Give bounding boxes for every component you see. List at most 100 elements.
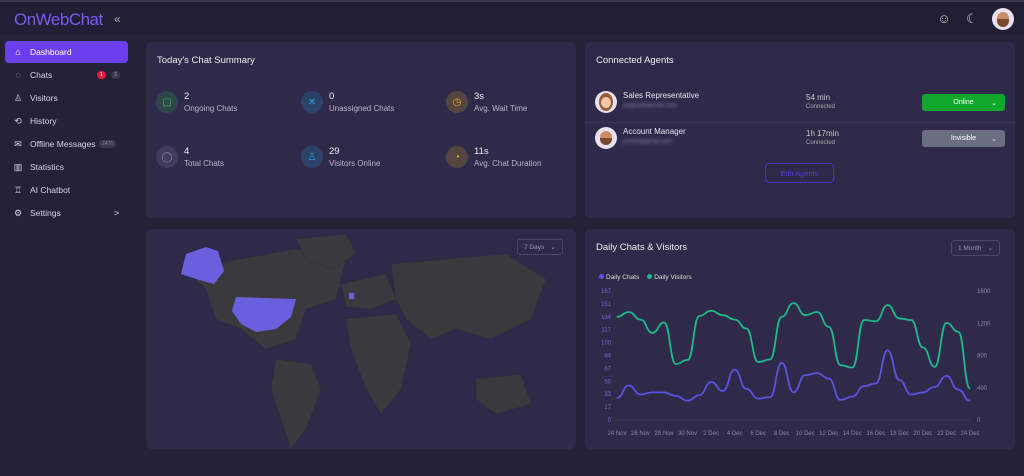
data-point xyxy=(816,311,818,313)
data-point xyxy=(804,314,806,316)
data-point xyxy=(898,317,900,319)
map-greenland xyxy=(295,233,357,270)
chevron-right-icon: > xyxy=(114,208,120,218)
stat-value: 2 xyxy=(184,91,190,102)
agent-connected-label: Connected xyxy=(806,104,836,110)
data-point xyxy=(698,315,700,317)
map-alaska xyxy=(181,247,224,284)
data-point xyxy=(957,331,959,333)
range-label: 1 Month xyxy=(958,244,982,252)
agent-row: Sales Representative ali@onwebchat.com 5… xyxy=(595,87,1005,121)
legend-item-chats[interactable]: Daily Chats xyxy=(599,274,639,281)
robot-icon: ♖ xyxy=(13,184,23,195)
agent-status-dropdown[interactable]: Invisible ⌄ xyxy=(922,130,1005,147)
x-tick: 4 Dec xyxy=(727,431,743,437)
x-tick: 14 Dec xyxy=(843,431,862,437)
chart-legend: Daily Chats Daily Visitors xyxy=(599,274,692,281)
agent-name: Sales Representative xyxy=(623,91,700,100)
chart-title: Daily Chats & Visitors xyxy=(596,242,688,253)
stat-label: Avg. Chat Duration xyxy=(474,159,542,168)
edit-agents-button[interactable]: Edit Agents xyxy=(765,163,834,183)
data-point xyxy=(969,388,971,390)
legend-item-visitors[interactable]: Daily Visitors xyxy=(647,274,692,281)
sidebar-item-chats[interactable]: ◌ Chats 1 3 xyxy=(5,64,128,86)
x-tick: 30 Nov xyxy=(678,431,697,437)
sidebar: ⌂ Dashboard ◌ Chats 1 3 ♙ Visitors ⟲ History… xyxy=(5,41,128,225)
data-point xyxy=(710,310,712,312)
agent-avatar xyxy=(595,127,617,149)
chevron-down-icon: ⌄ xyxy=(991,99,997,107)
data-point xyxy=(781,362,783,364)
line-chart: 0 17 33 50 67 84 100 117 134 151 167 0 400 800 1200 160… xyxy=(601,289,991,437)
daily-chart-card: Daily Chats & Visitors 1 Month ⌄ Daily Ch… xyxy=(585,229,1015,449)
x-tick: 16 Dec xyxy=(866,431,885,437)
chevron-down-icon: ⌄ xyxy=(550,244,556,251)
mail-icon: ✉ xyxy=(14,138,22,149)
map-usa xyxy=(232,297,296,332)
stopwatch-icon: ◷ xyxy=(446,91,468,113)
y-left-tick: 151 xyxy=(601,302,612,308)
data-point xyxy=(722,390,724,392)
data-point xyxy=(851,367,853,369)
chat-summary-card: Today's Chat Summary ▢ 2 Ongoing Chats ✕ 0 Un… xyxy=(146,42,576,218)
data-point xyxy=(769,359,771,361)
y-right-tick: 1600 xyxy=(977,289,991,295)
data-point xyxy=(875,382,877,384)
chevron-down-icon: ⌄ xyxy=(987,245,993,252)
data-point xyxy=(910,393,912,395)
map-europe-highlight xyxy=(349,293,354,299)
data-point xyxy=(840,399,842,401)
data-point xyxy=(640,393,642,395)
chart-range-dropdown[interactable]: 1 Month ⌄ xyxy=(951,240,1000,256)
stat-label: Ongoing Chats xyxy=(184,104,238,113)
summary-title: Today's Chat Summary xyxy=(157,55,255,66)
y-left-tick: 33 xyxy=(604,392,611,398)
sidebar-item-statistics[interactable]: ▥ Statistics xyxy=(13,161,65,173)
sidebar-item-dashboard[interactable]: ⌂ Dashboard xyxy=(5,41,128,63)
stat-ongoing-chats: ▢ 2 Ongoing Chats xyxy=(156,91,237,113)
data-point xyxy=(640,319,642,321)
sidebar-item-offline-messages[interactable]: ✉ Offline Messages 2476 xyxy=(5,133,128,155)
status-label: Online xyxy=(953,99,974,106)
sidebar-item-history[interactable]: ⟲ History xyxy=(5,110,128,132)
bar-chart-icon: ▥ xyxy=(13,161,23,172)
data-point xyxy=(793,391,794,393)
sidebar-item-visitors[interactable]: ♙ Visitors xyxy=(13,92,58,104)
sidebar-item-settings[interactable]: ⚙ Settings > xyxy=(13,207,120,219)
data-point xyxy=(922,391,924,393)
stat-value: 29 xyxy=(329,146,340,157)
map-range-dropdown[interactable]: 7 Days ⌄ xyxy=(517,239,563,255)
data-point xyxy=(745,388,747,390)
data-point xyxy=(945,322,947,324)
visitor-map-card: 7 Days ⌄ xyxy=(146,229,576,449)
chat-icon: ◌ xyxy=(15,70,21,80)
data-point xyxy=(804,374,806,376)
world-map[interactable] xyxy=(146,229,576,449)
connected-agents-card: Connected Agents Sales Representative al… xyxy=(585,42,1015,218)
clock-icon: ◔ xyxy=(446,146,468,168)
data-point xyxy=(698,394,700,396)
theme-toggle-icon[interactable]: ☾ xyxy=(966,11,978,26)
stat-label: Visitors Online xyxy=(329,159,381,168)
ai-bot-icon[interactable]: ☺ xyxy=(937,11,951,26)
chevron-down-icon: ⌄ xyxy=(991,135,997,143)
data-point xyxy=(934,366,936,368)
status-label: Invisible xyxy=(950,135,977,142)
data-point xyxy=(828,326,830,328)
gear-icon: ⚙ xyxy=(13,207,23,218)
sidebar-item-ai-chatbot[interactable]: ♖ AI Chatbot xyxy=(13,184,71,196)
y-left-tick: 134 xyxy=(601,315,612,321)
data-point xyxy=(710,381,712,383)
users-icon: ♙ xyxy=(301,146,323,168)
y-left-tick: 0 xyxy=(608,418,612,424)
agent-status-dropdown[interactable]: Online ⌄ xyxy=(922,94,1005,111)
x-tick: 10 Dec xyxy=(796,431,815,437)
agent-connected-label: Connected xyxy=(806,140,836,146)
data-point xyxy=(651,332,653,334)
collapse-sidebar-icon[interactable]: « xyxy=(114,12,121,26)
x-tick: 28 Nov xyxy=(655,431,674,437)
y-left-tick: 100 xyxy=(601,341,612,347)
x-tick: 26 Nov xyxy=(631,431,650,437)
data-point xyxy=(957,389,959,391)
user-avatar[interactable] xyxy=(992,8,1014,30)
